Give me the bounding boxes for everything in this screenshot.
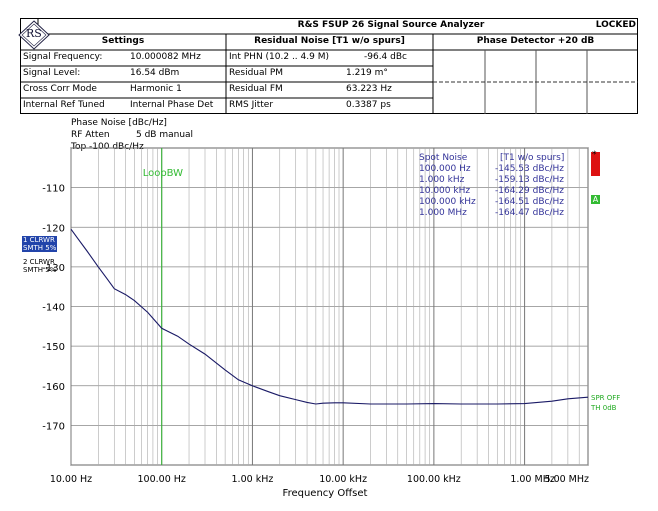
- app-title: R&S FSUP 26 Signal Source Analyzer: [297, 20, 485, 30]
- trace1-legend[interactable]: 1 CLRWR SMTH 5%: [22, 236, 58, 252]
- residual-value: 1.219 m°: [346, 68, 388, 78]
- trace1-mode: 1 CLRWR: [23, 236, 55, 244]
- settings-value: 16.54 dBm: [130, 68, 180, 78]
- spot-noise-offset: 1.000 MHz: [419, 208, 467, 218]
- marker-star: *: [592, 150, 597, 160]
- phase-detector-title: Phase Detector +20 dB: [476, 36, 595, 46]
- spot-noise-value: -164.51 dBc/Hz: [495, 197, 564, 207]
- settings-label: Internal Ref Tuned: [23, 100, 105, 110]
- spot-noise-value: -164.29 dBc/Hz: [495, 186, 564, 196]
- y-tick-label: -130: [42, 263, 65, 274]
- y-axis-title: Phase Noise [dBc/Hz]: [71, 118, 167, 128]
- y-tick-label: -160: [42, 382, 65, 393]
- rs-logo: RS: [18, 20, 50, 50]
- trace2-mode: 2 CLRWR: [23, 258, 55, 266]
- marker-red-bar: [591, 152, 600, 176]
- residual-label: Residual FM: [229, 84, 283, 94]
- x-tick-label: 10.00 Hz: [50, 474, 92, 485]
- marker-a: A: [591, 195, 600, 204]
- residual-label: Residual PM: [229, 68, 284, 78]
- residual-value: -96.4 dBc: [364, 52, 407, 62]
- spot-noise-offset: 1.000 kHz: [419, 175, 465, 185]
- trace-line: [70, 228, 589, 405]
- residual-value: 63.223 Hz: [346, 84, 392, 94]
- spot-noise-offset: 10.000 kHz: [419, 186, 470, 196]
- x-tick-label: 100.00 Hz: [138, 474, 186, 485]
- y-tick-label: -140: [42, 303, 65, 314]
- trace1-smooth: SMTH 5%: [23, 244, 57, 252]
- settings-label: Cross Corr Mode: [23, 84, 97, 94]
- residual-label: Int PHN (10.2 .. 4.9 M): [229, 52, 329, 62]
- spot-noise-value: -145.53 dBc/Hz: [495, 164, 564, 174]
- spot-noise-title: Spot Noise: [419, 153, 468, 163]
- residual-value: 0.3387 ps: [346, 100, 391, 110]
- top-level: Top -100 dBc/Hz: [71, 142, 144, 152]
- x-tick-label: 1.00 kHz: [232, 474, 274, 485]
- spot-noise-value: -159.13 dBc/Hz: [495, 175, 564, 185]
- residual-title: Residual Noise [T1 w/o spurs]: [254, 36, 405, 46]
- x-tick-label: 1.00 MHz: [510, 474, 555, 485]
- x-tick-label: 100.00 kHz: [407, 474, 461, 485]
- trace2-legend[interactable]: 2 CLRWR SMTH 5%: [22, 258, 57, 274]
- settings-value: Internal Phase Det: [130, 100, 214, 110]
- spot-noise-offset: 100.000 kHz: [419, 197, 476, 207]
- settings-value: 10.000082 MHz: [130, 52, 201, 62]
- spot-noise-trace: [T1 w/o spurs]: [500, 153, 564, 163]
- residual-label: RMS Jitter: [229, 100, 274, 110]
- settings-label: Signal Level:: [23, 68, 81, 78]
- loop-bw-label: LoopBW: [143, 168, 183, 179]
- x-axis-title: Frequency Offset: [282, 488, 368, 499]
- settings-label: Signal Frequency:: [23, 52, 103, 62]
- settings-value: Harmonic 1: [130, 84, 182, 94]
- spot-noise-value: -164.47 dBc/Hz: [495, 208, 564, 218]
- y-tick-label: -170: [42, 421, 65, 432]
- lock-status: LOCKED: [595, 20, 636, 30]
- y-tick-label: -120: [42, 223, 65, 234]
- y-tick-label: -110: [42, 184, 65, 195]
- x-tick-label: 10.00 kHz: [319, 474, 367, 485]
- info-table: RS R&S FSUP 26 Signal Source Analyzer LO…: [18, 18, 638, 114]
- info-table-grid: [20, 18, 638, 114]
- spr-status: SPR OFF: [591, 394, 621, 402]
- trace2-smooth: SMTH 5%: [23, 266, 57, 274]
- threshold-status: TH 0dB: [591, 404, 617, 412]
- rf-atten-label: RF Atten: [71, 130, 110, 140]
- settings-title: Settings: [101, 36, 145, 46]
- spot-noise-offset: 100.000 Hz: [419, 164, 471, 174]
- x-tick-label: 5.00 MHz: [545, 474, 590, 485]
- y-tick-label: -150: [42, 342, 65, 353]
- rf-atten-value: 5 dB manual: [136, 130, 194, 140]
- rs-logo-text: RS: [26, 27, 42, 40]
